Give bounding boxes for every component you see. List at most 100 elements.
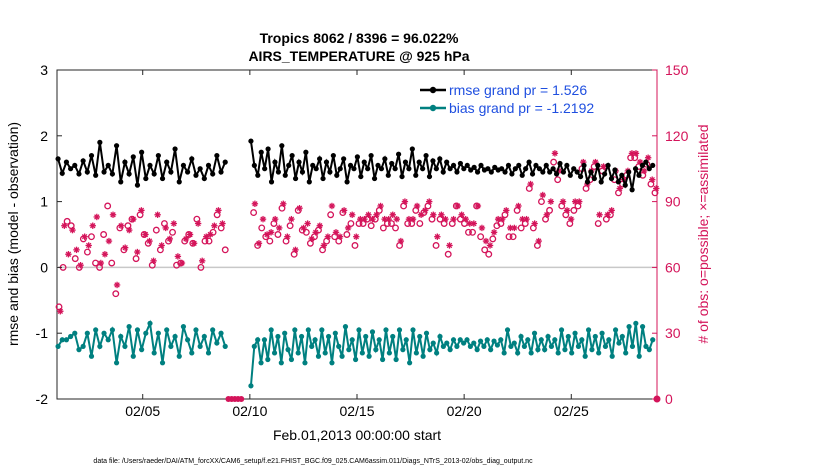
rmse-point bbox=[292, 175, 299, 182]
assimilated-obs-point bbox=[458, 211, 465, 218]
rmse-point bbox=[395, 151, 402, 157]
assim-stroke bbox=[617, 185, 623, 192]
assim-stroke bbox=[491, 229, 497, 236]
assimilated-obs-point bbox=[93, 213, 100, 221]
y-left-tick-label: -1 bbox=[36, 325, 49, 341]
rmse-point bbox=[430, 158, 436, 164]
assimilated-obs-point bbox=[276, 224, 283, 232]
rmse-point bbox=[337, 166, 343, 172]
assim-stroke bbox=[467, 220, 473, 227]
rmse-point bbox=[159, 175, 166, 182]
y-axis-right-label: # of obs: o=possible; ×=assimilated bbox=[695, 124, 711, 343]
rmse-point bbox=[512, 166, 518, 172]
assimilated-obs-point bbox=[138, 207, 145, 214]
assimilated-obs-point bbox=[515, 202, 522, 210]
bias-point bbox=[464, 337, 470, 343]
possible-obs-point bbox=[481, 246, 489, 254]
bias-point bbox=[356, 327, 362, 333]
assim-stroke bbox=[142, 231, 149, 238]
assimilated-obs-point bbox=[182, 235, 190, 243]
rmse-point bbox=[323, 159, 330, 165]
assimilated-obs-point bbox=[503, 207, 510, 214]
assim-stroke bbox=[479, 225, 485, 231]
assimilated-obs-point bbox=[478, 224, 486, 232]
assimilated-obs-point bbox=[186, 231, 194, 238]
rmse-point bbox=[471, 164, 477, 170]
possible-obs-point bbox=[302, 228, 310, 236]
bias-point bbox=[430, 340, 436, 346]
rmse-point bbox=[205, 162, 212, 169]
assim-stroke bbox=[122, 244, 128, 251]
assimilated-obs-point bbox=[531, 220, 538, 227]
bias-point bbox=[633, 320, 639, 326]
x-tick-label: 02/15 bbox=[339, 403, 374, 419]
rmse-point bbox=[420, 166, 426, 172]
bias-point bbox=[305, 327, 311, 333]
assim-stroke bbox=[134, 249, 141, 255]
bias-point bbox=[650, 337, 656, 343]
assim-stroke bbox=[175, 253, 181, 260]
assim-stroke bbox=[373, 212, 380, 218]
assimilated-obs-point bbox=[280, 200, 287, 207]
bias-point bbox=[596, 350, 602, 356]
rmse-point bbox=[378, 166, 385, 172]
possible-obs-point bbox=[266, 237, 274, 245]
assimilated-obs-point bbox=[312, 229, 319, 236]
assimilated-obs-point bbox=[97, 259, 105, 267]
possible-obs-point bbox=[538, 198, 545, 206]
assim-stroke bbox=[337, 233, 343, 240]
assim-stroke bbox=[90, 223, 96, 229]
rmse-point bbox=[97, 139, 103, 145]
bias-point bbox=[396, 327, 403, 333]
assim-stroke bbox=[130, 216, 136, 222]
bias-point bbox=[197, 343, 203, 349]
rmse-point bbox=[279, 143, 285, 149]
rmse-point bbox=[375, 162, 381, 169]
assim-stroke bbox=[199, 258, 205, 264]
rmse-point bbox=[409, 146, 415, 152]
rmse-point bbox=[365, 166, 371, 172]
bias-point bbox=[201, 333, 207, 340]
rmse-point bbox=[55, 156, 61, 162]
bias-point bbox=[72, 330, 78, 336]
bias-point bbox=[80, 343, 86, 349]
bias-point bbox=[332, 330, 338, 336]
bias-point bbox=[636, 353, 642, 359]
rmse-point bbox=[447, 166, 453, 172]
bias-point bbox=[531, 330, 538, 336]
assim-stroke bbox=[191, 240, 197, 246]
assim-stroke bbox=[394, 216, 400, 222]
bias-point bbox=[373, 347, 379, 353]
assim-stroke bbox=[471, 220, 477, 227]
bias-point bbox=[602, 343, 609, 349]
assimilated-obs-point bbox=[320, 242, 328, 249]
assim-stroke bbox=[596, 212, 603, 218]
bias-point bbox=[423, 330, 430, 336]
x-tick-label: 02/05 bbox=[125, 403, 160, 419]
assim-stroke bbox=[515, 203, 522, 209]
assim-stroke bbox=[442, 216, 449, 222]
assim-stroke bbox=[146, 238, 153, 244]
assimilated-obs-point bbox=[170, 220, 178, 227]
assim-stroke bbox=[106, 238, 112, 244]
rmse-point bbox=[275, 169, 282, 175]
bias-point bbox=[155, 330, 161, 336]
rmse-point bbox=[632, 166, 639, 172]
y-left-tick-label: 3 bbox=[40, 62, 48, 78]
possible-obs-point bbox=[343, 231, 351, 238]
rmse-point bbox=[608, 175, 615, 182]
rmse-point bbox=[334, 172, 340, 178]
bias-point bbox=[542, 347, 548, 353]
bias-point bbox=[214, 340, 220, 346]
possible-obs-point bbox=[509, 233, 517, 241]
possible-obs-point bbox=[465, 228, 472, 236]
rmse-point bbox=[550, 166, 556, 172]
assimilated-obs-point bbox=[450, 215, 457, 223]
assim-stroke bbox=[288, 216, 295, 222]
bias-point bbox=[97, 343, 103, 349]
bias-point bbox=[352, 356, 359, 363]
assim-stroke bbox=[390, 212, 396, 218]
assim-stroke bbox=[535, 238, 542, 244]
assim-stroke bbox=[73, 247, 80, 253]
y-left-tick-label: 2 bbox=[40, 128, 48, 144]
